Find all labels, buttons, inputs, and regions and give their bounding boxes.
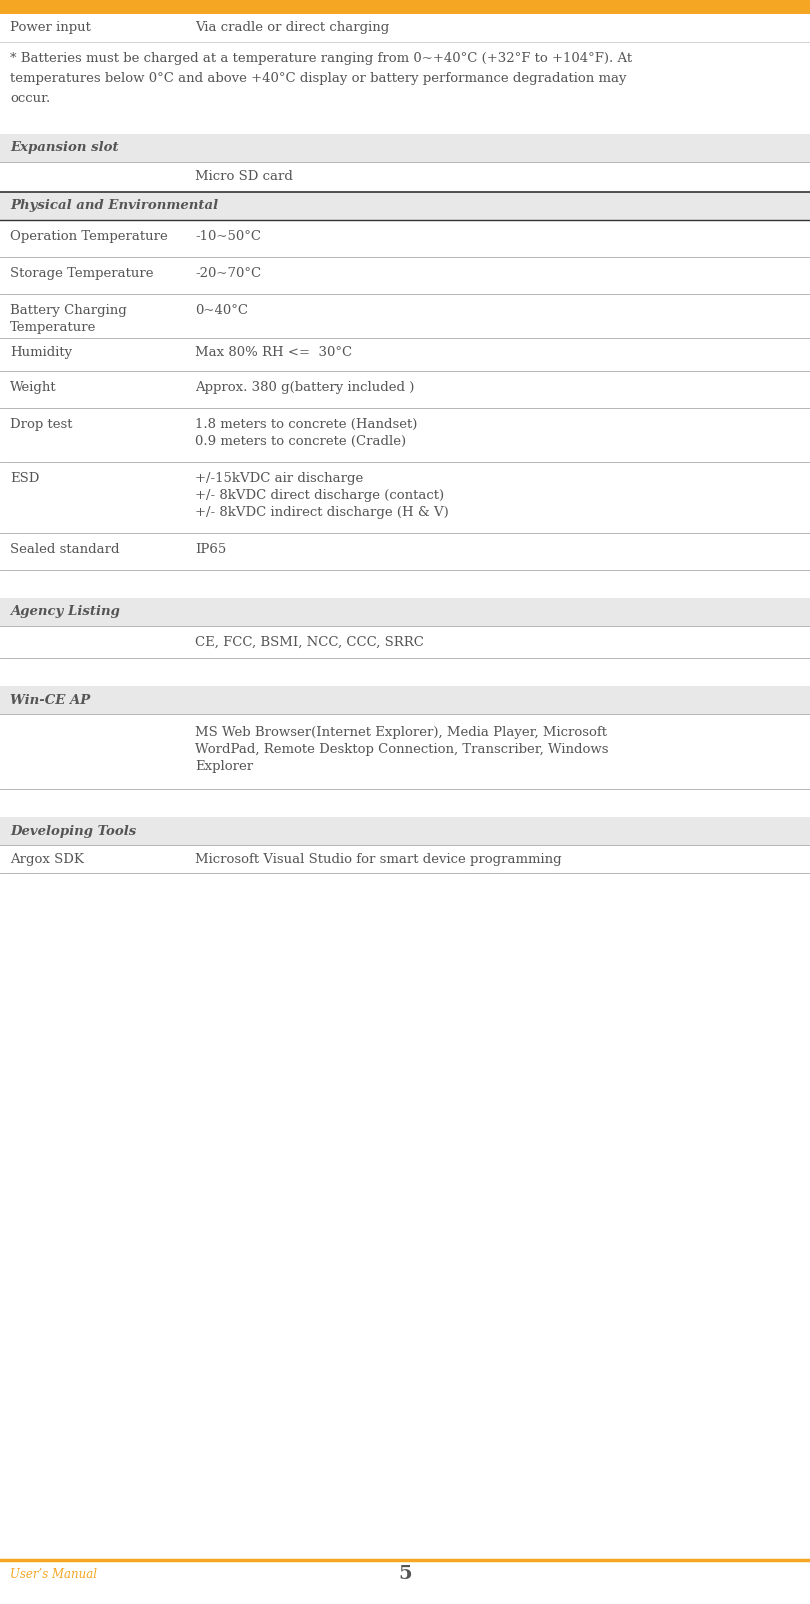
Text: Humidity: Humidity (10, 346, 72, 359)
Text: Agency Listing: Agency Listing (10, 605, 120, 619)
Bar (0, 135, 810, 162)
Text: ESD: ESD (10, 472, 40, 484)
Text: Storage Temperature: Storage Temperature (10, 266, 154, 281)
Text: 5: 5 (399, 1566, 411, 1583)
Text: Argox SDK: Argox SDK (10, 852, 84, 866)
Text: occur.: occur. (10, 91, 50, 104)
Text: Approx. 380 g(battery included ): Approx. 380 g(battery included ) (195, 382, 415, 395)
Text: 0~40°C: 0~40°C (195, 305, 248, 318)
Bar (0, 598, 810, 626)
Text: temperatures below 0°C and above +40°C display or battery performance degradatio: temperatures below 0°C and above +40°C d… (10, 72, 626, 85)
Text: -10~50°C: -10~50°C (195, 229, 261, 242)
Text: User’s Manual: User’s Manual (10, 1567, 97, 1580)
Text: MS Web Browser(Internet Explorer), Media Player, Microsoft: MS Web Browser(Internet Explorer), Media… (195, 727, 607, 739)
Text: Weight: Weight (10, 382, 57, 395)
Bar (0, 192, 810, 220)
Text: Developing Tools: Developing Tools (10, 824, 136, 837)
Text: CE, FCC, BSMI, NCC, CCC, SRRC: CE, FCC, BSMI, NCC, CCC, SRRC (195, 635, 424, 648)
Text: Max 80% RH <=  30°C: Max 80% RH <= 30°C (195, 346, 352, 359)
Text: Via cradle or direct charging: Via cradle or direct charging (195, 21, 390, 35)
Bar (0, 687, 810, 714)
Text: +/- 8kVDC indirect discharge (H & V): +/- 8kVDC indirect discharge (H & V) (195, 505, 449, 520)
Text: +/-15kVDC air discharge: +/-15kVDC air discharge (195, 472, 363, 484)
Text: -20~70°C: -20~70°C (195, 266, 261, 281)
Text: 0.9 meters to concrete (Cradle): 0.9 meters to concrete (Cradle) (195, 435, 406, 448)
Text: Operation Temperature: Operation Temperature (10, 229, 168, 242)
Text: 1.8 meters to concrete (Handset): 1.8 meters to concrete (Handset) (195, 419, 417, 431)
Text: Win-CE AP: Win-CE AP (10, 693, 90, 706)
Text: Expansion slot: Expansion slot (10, 141, 118, 154)
Text: Explorer: Explorer (195, 760, 253, 773)
Text: Microsoft Visual Studio for smart device programming: Microsoft Visual Studio for smart device… (195, 852, 561, 866)
Text: Battery Charging: Battery Charging (10, 305, 126, 318)
Bar (0, 816, 810, 845)
Text: Drop test: Drop test (10, 419, 73, 431)
Bar (0, 0, 810, 14)
Text: Temperature: Temperature (10, 321, 96, 334)
Text: Micro SD card: Micro SD card (195, 170, 293, 183)
Text: Sealed standard: Sealed standard (10, 544, 120, 557)
Text: * Batteries must be charged at a temperature ranging from 0~+40°C (+32°F to +104: * Batteries must be charged at a tempera… (10, 51, 632, 66)
Text: +/- 8kVDC direct discharge (contact): +/- 8kVDC direct discharge (contact) (195, 489, 444, 502)
Text: Power input: Power input (10, 21, 91, 35)
Text: Physical and Environmental: Physical and Environmental (10, 199, 218, 212)
Text: IP65: IP65 (195, 544, 226, 557)
Text: WordPad, Remote Desktop Connection, Transcriber, Windows: WordPad, Remote Desktop Connection, Tran… (195, 743, 608, 755)
